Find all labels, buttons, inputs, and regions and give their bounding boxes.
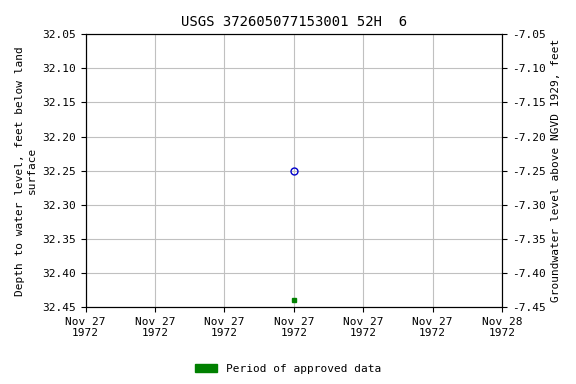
Legend: Period of approved data: Period of approved data — [191, 359, 385, 379]
Y-axis label: Depth to water level, feet below land
surface: Depth to water level, feet below land su… — [15, 46, 37, 296]
Y-axis label: Groundwater level above NGVD 1929, feet: Groundwater level above NGVD 1929, feet — [551, 39, 561, 302]
Title: USGS 372605077153001 52H  6: USGS 372605077153001 52H 6 — [181, 15, 407, 29]
